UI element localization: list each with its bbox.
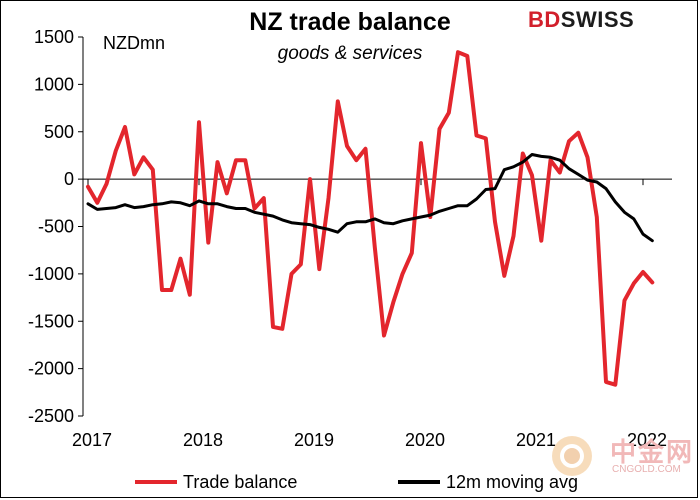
watermark-site: CNGOLD.COM xyxy=(612,464,681,475)
trade-balance-line xyxy=(86,50,655,387)
y-tick-label: -500 xyxy=(38,217,74,237)
y-tick-label: -2500 xyxy=(28,406,74,426)
legend-trade-swatch xyxy=(135,480,177,484)
legend-trade: Trade balance xyxy=(135,470,297,494)
y-tick-label: -2000 xyxy=(28,359,74,379)
logo-swiss: SWISS xyxy=(560,7,635,32)
y-tick-label: -1500 xyxy=(28,311,74,331)
x-tick-label: 2022 xyxy=(627,430,667,450)
x-tick-label: 2019 xyxy=(294,430,334,450)
legend-avg-label: 12m moving avg xyxy=(446,471,579,492)
logo-bd: BD xyxy=(528,7,561,32)
legend-avg: 12m moving avg xyxy=(398,470,578,494)
x-tick-label: 2021 xyxy=(516,430,556,450)
series-group xyxy=(86,50,655,387)
tick-labels: 1500 1000 500 0 -500 -1000 -1500 -2000 -2500 2017… xyxy=(28,27,667,450)
watermark-icon xyxy=(552,436,592,476)
legend-avg-swatch xyxy=(398,480,440,484)
axes xyxy=(78,36,672,417)
watermark-name: 中金网 xyxy=(610,437,695,467)
moving-avg-line xyxy=(86,153,654,243)
y-tick-label: 500 xyxy=(44,122,74,142)
y-tick-label: 1000 xyxy=(34,74,74,94)
x-tick-label: 2018 xyxy=(183,430,223,450)
chart-title: NZ trade balance xyxy=(249,8,451,36)
y-tick-label: 0 xyxy=(64,169,74,189)
y-tick-label: 1500 xyxy=(34,27,74,47)
y-tick-label: -1000 xyxy=(28,264,74,284)
legend-trade-label: Trade balance xyxy=(183,471,298,492)
bdswiss-logo: BDSWISS xyxy=(528,7,634,33)
unit-label: NZDmn xyxy=(103,33,165,53)
watermark-logo xyxy=(548,428,698,494)
x-tick-label: 2017 xyxy=(72,430,112,450)
chart-subtitle: goods & services xyxy=(277,43,423,64)
x-tick-label: 2020 xyxy=(405,430,445,450)
